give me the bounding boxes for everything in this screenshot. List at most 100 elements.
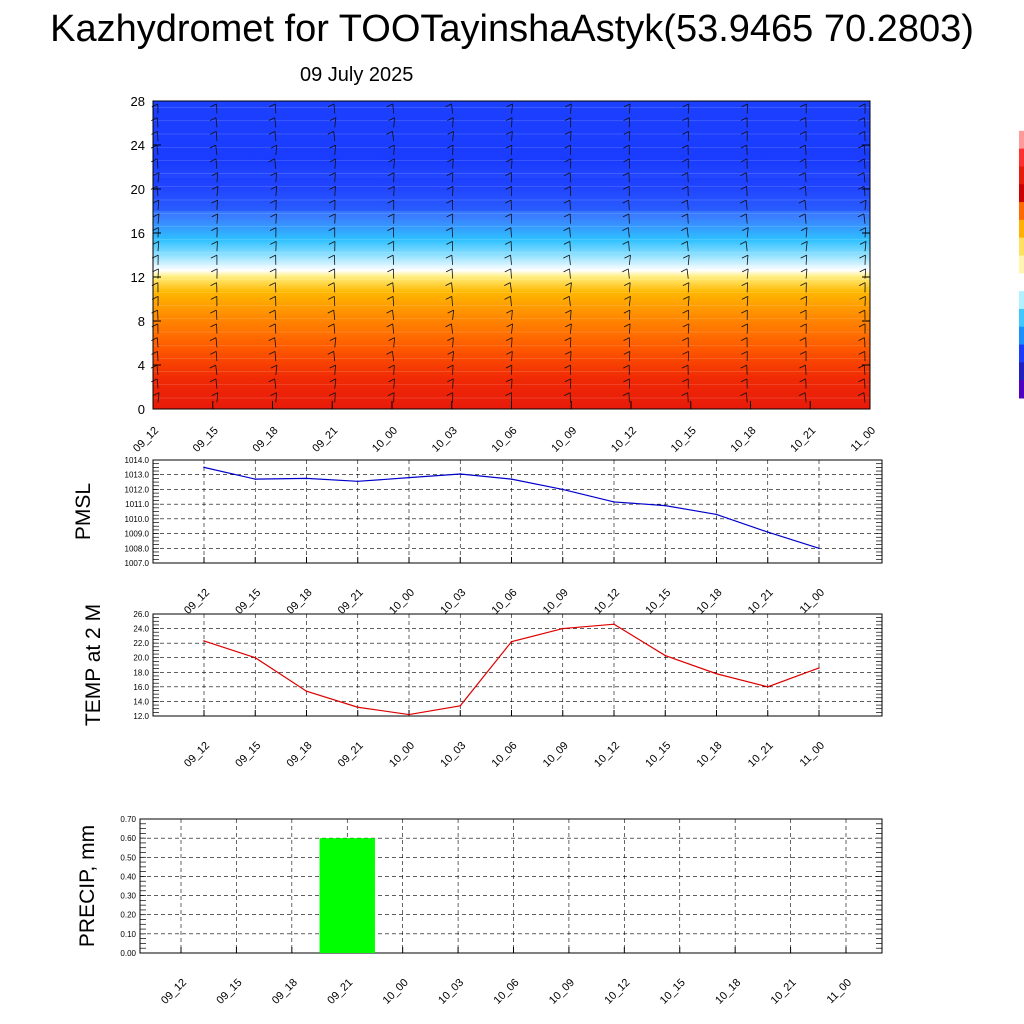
pmsl-panel: 1007.0 1008.0 1009.0 1010.0 1011.0 1012.0 1013… (72, 456, 883, 617)
wind-barb-flag (800, 323, 807, 328)
wind-barb (511, 310, 513, 320)
wind-barb (864, 378, 866, 389)
wind-barb-flag (858, 282, 866, 286)
wind-barb (746, 255, 749, 265)
wind-barb-flag (269, 254, 276, 259)
wind-barb (511, 103, 514, 114)
wind-barb (864, 158, 866, 169)
wind-barb-flag (268, 378, 275, 383)
wind-barb (156, 365, 159, 375)
y-tick-label: 26.0 (133, 610, 149, 619)
colorbar-swatch (1019, 308, 1024, 328)
wind-barb (864, 200, 867, 210)
wind-barb-flag (268, 130, 276, 135)
wind-barb-flag (623, 323, 631, 328)
wind-barb (570, 323, 572, 334)
wind-barb-flag (857, 185, 865, 190)
wind-barb-flag (682, 378, 689, 383)
wind-barb-flag (505, 378, 513, 383)
wind-barb-flag (386, 295, 394, 300)
x-tick-label: 09_15 (233, 740, 263, 770)
wind-barb-flag (209, 337, 217, 341)
data-point (254, 478, 257, 480)
y-tick-label: 1010.0 (125, 515, 150, 524)
x-tick-label: 09_15 (233, 587, 263, 617)
colorbar-swatch (1019, 326, 1024, 346)
wind-barb-flag (741, 103, 748, 108)
x-tick-label: 10_21 (788, 425, 818, 455)
wind-barb-flag (564, 309, 572, 314)
wind-barb-flag (211, 213, 218, 218)
wind-barb (628, 310, 631, 320)
wind-barb-flag (445, 268, 453, 273)
colorbar-swatch (1019, 255, 1024, 274)
wind-barb (274, 131, 277, 142)
wind-barb-flag (151, 158, 158, 163)
chart-subtitle: 09 July 2025 (300, 64, 414, 86)
wind-barb (805, 296, 808, 307)
wind-barb (156, 158, 159, 169)
wind-barb (569, 241, 571, 252)
wind-barb-flag (329, 213, 336, 218)
x-tick-label: 10_00 (387, 740, 417, 770)
wind-barb-flag (505, 185, 512, 190)
wind-barb-flag (681, 392, 688, 396)
wind-barb-flag (741, 130, 748, 135)
wind-barb-flag (564, 117, 572, 121)
wind-barb (510, 255, 512, 265)
wind-barb (568, 255, 571, 265)
wind-barb-flag (150, 364, 158, 369)
wind-barb-flag (269, 227, 277, 231)
wind-barb-flag (740, 172, 747, 176)
wind-barb-flag (504, 282, 511, 286)
x-tick-label: 09_21 (310, 425, 340, 455)
wind-barb (452, 117, 454, 128)
wind-barb (686, 268, 689, 279)
wind-barb-flag (800, 227, 808, 231)
wind-barb (274, 378, 277, 389)
wind-barb (392, 351, 395, 362)
y-tick-label: 20.0 (133, 654, 149, 663)
wind-barb-flag (798, 392, 806, 396)
wind-barb (569, 268, 571, 279)
wind-barb-flag (741, 295, 749, 300)
wind-barb-flag (564, 337, 572, 341)
wind-barb (392, 296, 395, 307)
wind-barb (687, 323, 690, 334)
wind-barb (334, 186, 336, 197)
wind-barb (746, 296, 749, 307)
wind-barb (274, 117, 277, 128)
wind-barb-flag (623, 378, 630, 383)
wind-barb-flag (682, 295, 690, 300)
wind-barb-flag (682, 130, 689, 135)
wind-barb-flag (740, 392, 747, 396)
wind-barb (627, 268, 630, 279)
wind-barb-flag (565, 282, 572, 286)
wind-barb-flag (327, 282, 335, 286)
wind-barb (511, 378, 513, 389)
wind-barb-flag (388, 158, 395, 163)
wind-barb-flag (446, 144, 454, 149)
wind-barb-flag (622, 268, 629, 273)
wind-barb-flag (504, 254, 511, 259)
wind-barb-flag (622, 392, 630, 396)
wind-barb-flag (623, 130, 630, 135)
wind-barb-flag (740, 117, 748, 121)
wind-barb (452, 337, 454, 348)
x-tick-label: 09_21 (325, 977, 355, 1007)
wind-barb (805, 241, 808, 252)
wind-barb-flag (682, 337, 689, 341)
wind-barb (392, 310, 395, 320)
wind-barb-flag (210, 103, 217, 108)
wind-barb-flag (152, 213, 160, 218)
wind-barb (863, 145, 866, 155)
wind-barb-flag (210, 350, 217, 355)
wind-barb-flag (387, 240, 394, 245)
wind-barb (687, 296, 690, 307)
wind-barb-flag (683, 254, 690, 259)
wind-barb (687, 392, 689, 403)
wind-barb (333, 131, 336, 142)
wind-barb-flag (447, 337, 454, 341)
wind-barb (216, 200, 218, 210)
wind-barb-flag (445, 254, 453, 259)
